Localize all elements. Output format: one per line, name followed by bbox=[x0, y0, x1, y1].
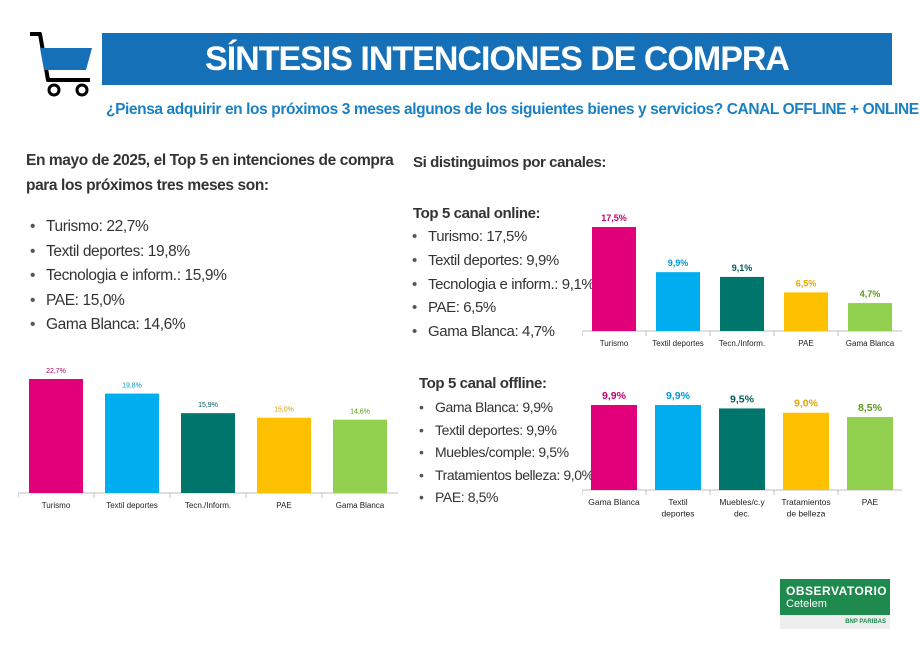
category-label: Turismo bbox=[42, 501, 71, 510]
category-label: Muebles/c.y dec. bbox=[719, 497, 765, 519]
offline-title: Top 5 canal offline: bbox=[419, 375, 547, 392]
list-item: Turismo: 17,5% bbox=[412, 228, 594, 252]
category-label: Turismo bbox=[600, 339, 629, 348]
survey-question: ¿Piensa adquirir en los próximos 3 meses… bbox=[106, 101, 919, 118]
list-item: PAE: 8,5% bbox=[419, 489, 594, 512]
list-item: Tecnologia e inform.: 15,9% bbox=[30, 267, 227, 292]
bar bbox=[655, 405, 701, 490]
category-label: Tratamientos de belleza bbox=[781, 497, 830, 519]
bar bbox=[656, 272, 700, 331]
top5-online-list: Turismo: 17,5% Textil deportes: 9,9% Tec… bbox=[412, 228, 595, 347]
list-item: Textil deportes: 19,8% bbox=[30, 243, 226, 268]
list-item: Tecnologia e inform.: 9,1% bbox=[412, 276, 595, 300]
list-item: Textil deportes: 9,9% bbox=[412, 252, 594, 276]
shopping-cart-icon bbox=[30, 32, 92, 97]
category-label: PAE bbox=[862, 497, 879, 507]
category-label: Gama Blanca bbox=[588, 497, 640, 507]
list-item: Gama Blanca: 14,6% bbox=[30, 316, 226, 341]
category-label: Gama Blanca bbox=[336, 501, 385, 510]
list-item: Gama Blanca: 4,7% bbox=[412, 323, 594, 347]
list-item: PAE: 6,5% bbox=[412, 299, 594, 323]
category-label: Tecn./Inform. bbox=[185, 501, 231, 510]
bar bbox=[783, 412, 829, 490]
data-label: 14,6% bbox=[350, 409, 370, 416]
list-item: Textil deportes: 9,9% bbox=[419, 422, 594, 445]
category-label: PAE bbox=[276, 501, 291, 510]
top5-offline-list: Gama Blanca: 9,9% Textil deportes: 9,9% … bbox=[419, 399, 594, 512]
bar bbox=[720, 276, 764, 331]
category-label: Textil deportes bbox=[652, 339, 704, 348]
bar bbox=[847, 417, 893, 490]
data-label: 9,1% bbox=[732, 263, 753, 273]
data-label: 15,0% bbox=[274, 407, 294, 414]
data-label: 8,5% bbox=[858, 402, 883, 414]
data-label: 22,7% bbox=[46, 368, 66, 375]
online-title: Top 5 canal online: bbox=[413, 205, 541, 222]
category-label: Textil deportes bbox=[661, 497, 694, 519]
list-item: Gama Blanca: 9,9% bbox=[419, 399, 594, 422]
category-label: Textil deportes bbox=[106, 501, 158, 510]
list-item: Muebles/comple: 9,5% bbox=[419, 444, 594, 467]
bar bbox=[105, 393, 159, 493]
list-item: Tratamientos belleza: 9,0% bbox=[419, 467, 594, 490]
data-label: 9,9% bbox=[666, 390, 691, 402]
intro-text: En mayo de 2025, el Top 5 en intenciones… bbox=[26, 152, 394, 194]
channels-heading: Si distinguimos por canales: bbox=[413, 154, 607, 171]
bar bbox=[29, 379, 83, 493]
bar bbox=[591, 405, 637, 490]
data-label: 9,0% bbox=[794, 398, 819, 410]
category-label: Tecn./Inform. bbox=[719, 339, 765, 348]
top5-total-list: Turismo: 22,7% Textil deportes: 19,8% Te… bbox=[30, 218, 227, 341]
bar bbox=[784, 292, 828, 331]
data-label: 9,9% bbox=[602, 390, 627, 402]
data-label: 15,9% bbox=[198, 402, 218, 409]
logo-name: OBSERVATORIO bbox=[786, 584, 888, 598]
data-label: 9,5% bbox=[730, 393, 755, 405]
observatorio-cetelem-logo: OBSERVATORIO Cetelem BNP PARIBAS bbox=[780, 579, 890, 629]
bar bbox=[181, 413, 235, 493]
list-item: Turismo: 22,7% bbox=[30, 218, 226, 243]
offline-bar-chart: 9,9% Gama Blanca 9,9% Textil deportes 9,5% Mue… bbox=[582, 390, 902, 519]
bar bbox=[848, 303, 892, 331]
bar bbox=[719, 408, 765, 490]
online-bar-chart: 17,5% Turismo 9,9% Textil deportes 9,1% Tecn.… bbox=[582, 213, 902, 348]
page-title: SÍNTESIS INTENCIONES DE COMPRA bbox=[205, 39, 790, 78]
logo-partner: BNP PARIBAS bbox=[780, 615, 890, 629]
data-label: 9,9% bbox=[668, 258, 689, 268]
logo-sub: Cetelem bbox=[786, 598, 827, 610]
data-label: 17,5% bbox=[601, 213, 627, 223]
bar bbox=[257, 417, 311, 493]
data-label: 19,8% bbox=[122, 383, 142, 390]
page-title-banner: SÍNTESIS INTENCIONES DE COMPRA bbox=[102, 33, 892, 85]
total-bar-chart: 22,7% Turismo 19,8% Textil deportes 15,9% Tec… bbox=[18, 368, 398, 510]
bar bbox=[333, 419, 387, 493]
category-label: Gama Blanca bbox=[846, 339, 895, 348]
data-label: 6,5% bbox=[796, 278, 817, 288]
bar bbox=[592, 227, 636, 331]
list-item: PAE: 15,0% bbox=[30, 292, 226, 317]
data-label: 4,7% bbox=[860, 289, 881, 299]
category-label: PAE bbox=[798, 339, 813, 348]
